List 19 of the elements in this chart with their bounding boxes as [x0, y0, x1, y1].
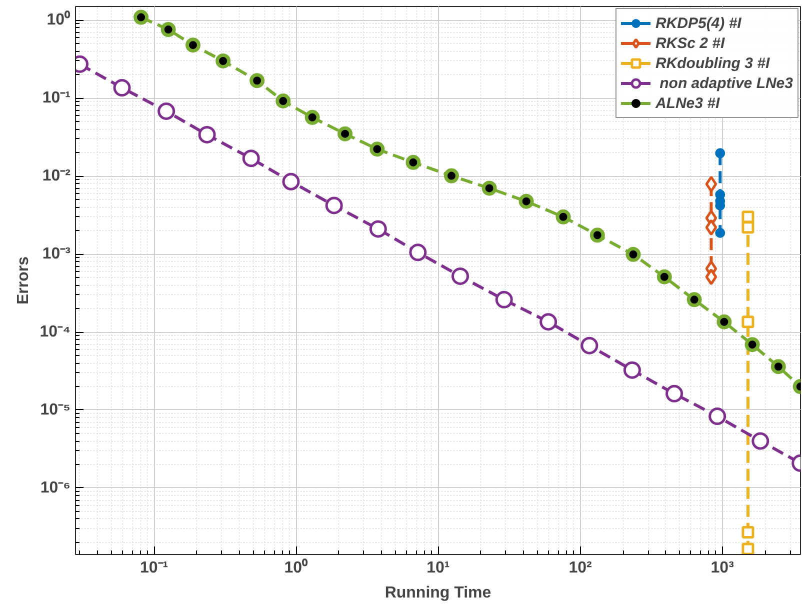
x-tick-label: 10¹: [426, 560, 450, 576]
x-tick-label: 10⁻¹: [140, 560, 168, 576]
y-tick-label: 10⁻²: [42, 168, 70, 185]
legend-label: ALNe3 #I: [655, 94, 720, 112]
x-axis-title: Running Time: [384, 584, 492, 602]
y-tick-label: 10⁻⁶: [40, 479, 71, 496]
x-tick-label: 10⁰: [284, 558, 308, 576]
y-axis-title: Errors: [14, 256, 32, 305]
legend-label: non adaptive LNe3: [658, 74, 793, 92]
y-tick-label: 10⁻⁵: [40, 401, 70, 418]
legend-label: RKdoubling 3 #I: [655, 54, 770, 72]
x-tick-label: 10²: [568, 560, 592, 576]
legend-label: RKDP5(4) #I: [655, 14, 742, 32]
x-tick-label: 10³: [710, 560, 734, 576]
y-tick-label: 10⁻³: [42, 246, 70, 263]
y-tick-label: 10⁻¹: [42, 90, 70, 107]
legend-label: RKSc 2 #I: [655, 34, 725, 52]
y-tick-label: 10⁰: [46, 10, 70, 29]
y-tick-label: 10⁻⁴: [40, 324, 71, 341]
